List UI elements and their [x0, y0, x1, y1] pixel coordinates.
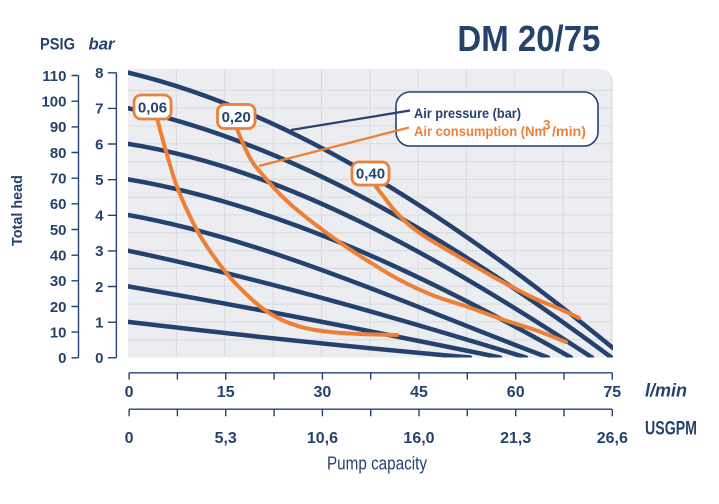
svg-text:30: 30 — [50, 273, 67, 290]
svg-text:60: 60 — [507, 384, 525, 401]
svg-text:70: 70 — [50, 171, 67, 188]
svg-text:l/min: l/min — [645, 381, 687, 401]
svg-text:30: 30 — [314, 384, 332, 401]
svg-text:1: 1 — [95, 315, 103, 332]
svg-text:45: 45 — [410, 384, 428, 401]
svg-text:16,0: 16,0 — [403, 430, 434, 447]
svg-text:Pump capacity: Pump capacity — [327, 454, 427, 474]
svg-text:Total head: Total head — [9, 175, 26, 246]
svg-text:0,20: 0,20 — [222, 109, 251, 126]
svg-text:75: 75 — [603, 384, 621, 401]
svg-text:Air pressure (bar): Air pressure (bar) — [414, 105, 521, 121]
svg-text:50: 50 — [50, 222, 67, 239]
svg-text:3: 3 — [543, 118, 551, 133]
svg-text:3: 3 — [95, 243, 103, 260]
svg-text:8: 8 — [95, 65, 103, 82]
svg-text:20: 20 — [50, 299, 67, 316]
svg-text:90: 90 — [50, 119, 67, 136]
svg-text:0,40: 0,40 — [356, 166, 385, 183]
svg-text:10: 10 — [50, 324, 67, 341]
svg-text:4: 4 — [95, 208, 104, 225]
svg-text:Air consumption (Nm: Air consumption (Nm — [414, 123, 546, 139]
svg-text:80: 80 — [50, 145, 67, 162]
svg-text:PSIG: PSIG — [40, 36, 75, 54]
svg-text:10,6: 10,6 — [307, 430, 338, 447]
svg-text:DM 20/75: DM 20/75 — [457, 18, 600, 59]
svg-text:USGPM: USGPM — [645, 419, 697, 440]
svg-text:60: 60 — [50, 196, 67, 213]
svg-text:0: 0 — [95, 350, 103, 367]
svg-text:6: 6 — [95, 136, 103, 153]
svg-text:26,6: 26,6 — [597, 430, 628, 447]
svg-text:0: 0 — [58, 350, 66, 367]
svg-text:5,3: 5,3 — [215, 430, 237, 447]
svg-text:0: 0 — [125, 384, 134, 401]
svg-text:0,06: 0,06 — [138, 99, 167, 116]
svg-text:15: 15 — [217, 384, 235, 401]
svg-text:2: 2 — [95, 279, 103, 296]
svg-text:7: 7 — [95, 101, 103, 118]
svg-text:bar: bar — [89, 36, 117, 54]
svg-text:110: 110 — [42, 68, 66, 85]
svg-text:21,3: 21,3 — [500, 430, 531, 447]
svg-text:/min): /min) — [552, 123, 586, 139]
svg-text:5: 5 — [95, 172, 103, 189]
svg-text:40: 40 — [50, 248, 67, 265]
svg-text:0: 0 — [125, 430, 134, 447]
svg-text:100: 100 — [41, 94, 66, 111]
